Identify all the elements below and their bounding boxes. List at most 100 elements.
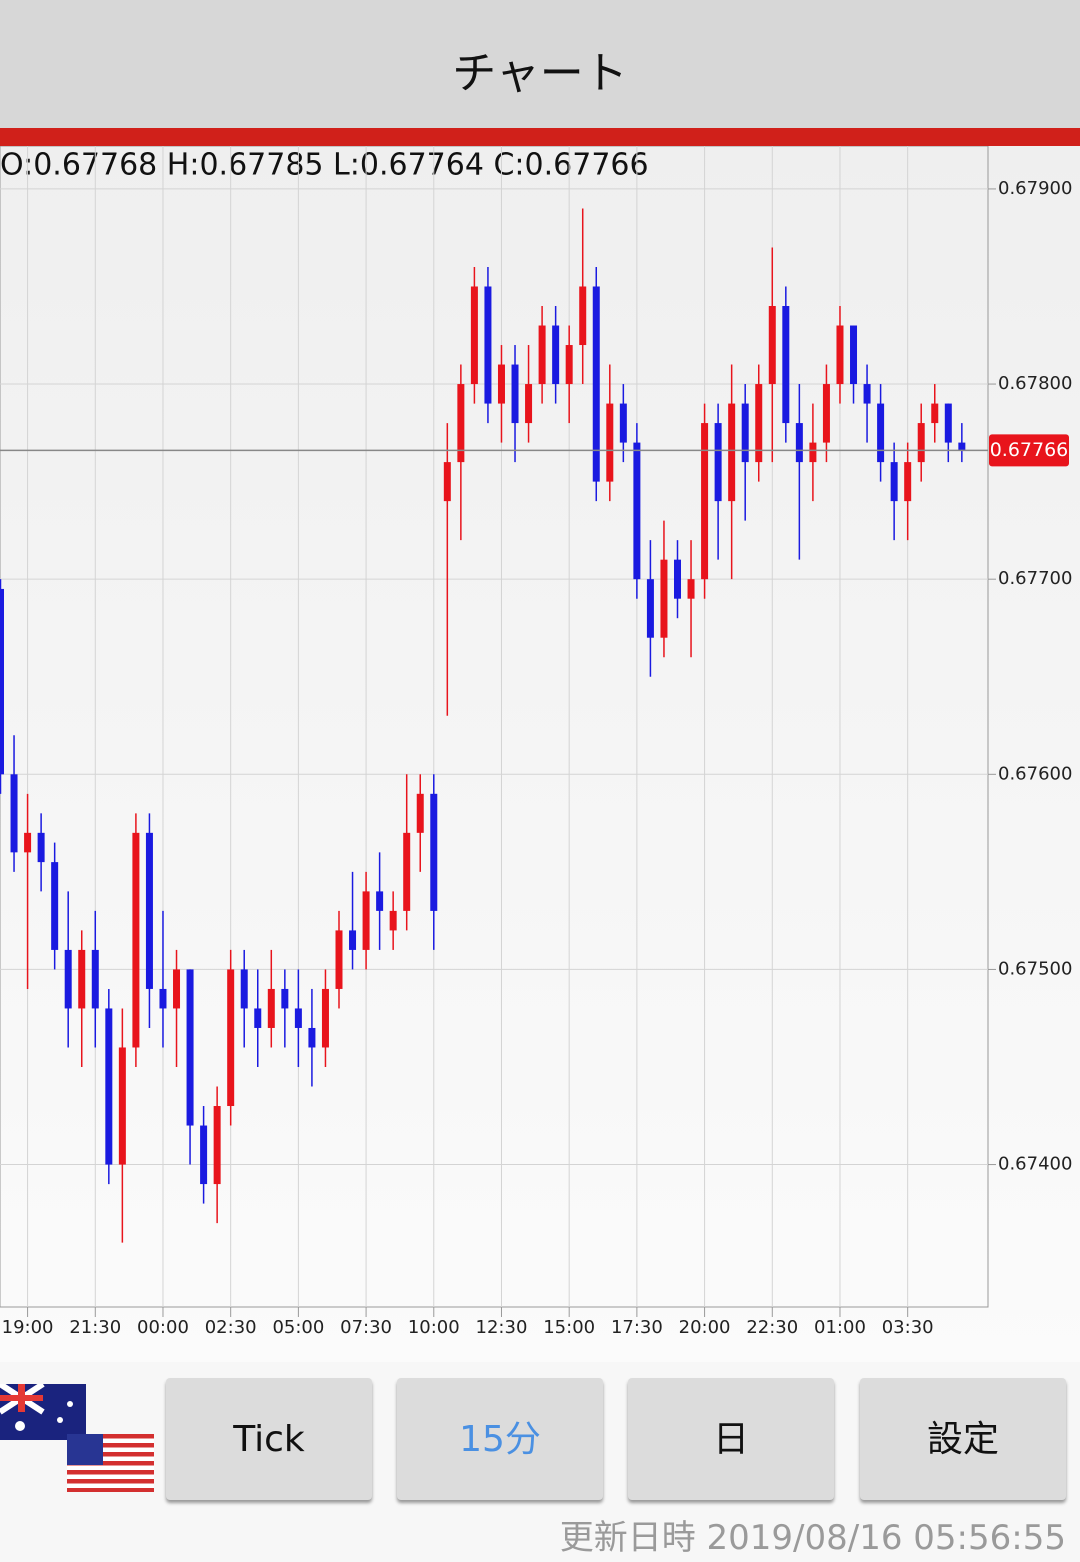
x-tick-label: 03:30 (882, 1317, 934, 1338)
flag-us-stripe (67, 1434, 154, 1439)
candle-body (795, 423, 803, 463)
candle-body (200, 1125, 208, 1185)
candle-body (227, 969, 235, 1107)
candle-body (687, 579, 695, 599)
x-tick-label: 21:30 (69, 1317, 121, 1338)
x-tick-label: 00:00 (137, 1317, 189, 1338)
x-tick-label: 01:00 (814, 1317, 866, 1338)
x-tick-label: 19:00 (2, 1317, 54, 1338)
candle-body (416, 793, 424, 833)
candle-body (159, 988, 167, 1009)
x-tick-label: 05:00 (272, 1317, 324, 1338)
flag-us-stripe (67, 1443, 154, 1448)
candle-body (809, 442, 817, 463)
candle-body (538, 325, 546, 385)
flag-au-star (57, 1417, 63, 1423)
currency-flags[interactable] (0, 1384, 160, 1496)
flag-us-stripe (67, 1479, 154, 1484)
header-title: チャート (0, 0, 1080, 128)
candle-body (660, 559, 668, 638)
candle-body (294, 1008, 302, 1028)
candle-body (768, 306, 776, 385)
candle-body (443, 462, 451, 502)
candle-body (105, 1008, 113, 1165)
candle-body (321, 988, 329, 1048)
candle-body (37, 832, 45, 863)
flag-au-cross (0, 1395, 43, 1401)
candle-body (145, 832, 153, 989)
candle-body (525, 384, 533, 424)
candle-body (0, 588, 4, 775)
day-button[interactable]: 日 (628, 1378, 834, 1500)
candle-body (376, 891, 384, 911)
candle-body (714, 423, 722, 502)
candle-body (917, 423, 925, 463)
flag-us-stripe (67, 1488, 154, 1492)
flag-us (67, 1434, 154, 1492)
candle-body (904, 462, 912, 502)
candle-body (633, 442, 641, 580)
candle-body (254, 1008, 262, 1028)
flag-us-stripe (67, 1470, 154, 1475)
flag-us-stripe (67, 1461, 154, 1466)
y-tick-label: 0.67600 (998, 763, 1072, 784)
candle-body (362, 891, 370, 950)
interval-button[interactable]: 15分 (397, 1378, 603, 1500)
y-tick-label: 0.67700 (998, 568, 1072, 589)
ohlc-label: O:0.67768 H:0.67785 L:0.67764 C:0.67766 (0, 148, 649, 183)
candle-body (132, 832, 140, 1048)
candle-body (335, 930, 343, 989)
candle-body (78, 949, 86, 1009)
y-tick-label: 0.67400 (998, 1154, 1072, 1175)
header-bar (0, 128, 1080, 146)
candle-body (701, 423, 709, 580)
candle-body (430, 793, 438, 911)
candle-body (822, 384, 830, 443)
candle-body (389, 910, 397, 931)
candle-body (403, 832, 411, 911)
candle-body (890, 462, 898, 502)
plot-frame (0, 145, 989, 1308)
candle-body (552, 325, 560, 385)
candle-body (836, 325, 844, 385)
candle-body (592, 286, 600, 482)
last-price-tag (989, 434, 1069, 467)
chart: O:0.67768 H:0.67785 L:0.67764 C:0.67766 … (0, 145, 1080, 1362)
x-tick-label: 10:00 (408, 1317, 460, 1338)
candle-body (565, 345, 573, 385)
flag-us-canton (67, 1434, 103, 1465)
candle-body (497, 364, 505, 404)
candle-body (674, 559, 681, 599)
flag-au-star (15, 1421, 25, 1431)
candle-body (741, 403, 749, 463)
settings-button[interactable]: 設定 (860, 1378, 1066, 1500)
candle-body (646, 579, 654, 638)
flag-us-stripe (67, 1452, 154, 1457)
candle-body (782, 306, 790, 424)
candle-body (240, 969, 248, 1009)
candle-body (267, 988, 275, 1028)
candle-body (863, 384, 871, 404)
x-tick-label: 17:30 (611, 1317, 663, 1338)
candle-body (470, 286, 478, 385)
candle-body (606, 403, 614, 482)
candle-body (579, 286, 587, 346)
x-tick-label: 22:30 (746, 1317, 798, 1338)
candle-body (118, 1047, 126, 1165)
candle-body (24, 832, 32, 853)
candle-body (850, 325, 858, 385)
tick-button[interactable]: Tick (166, 1378, 372, 1500)
x-tick-label: 02:30 (205, 1317, 257, 1338)
candle-body (173, 969, 181, 1009)
candle-body (619, 403, 627, 443)
candle-body (457, 384, 465, 463)
y-tick-label: 0.67800 (998, 373, 1072, 394)
candle-body (931, 403, 939, 424)
x-tick-label: 20:00 (679, 1317, 731, 1338)
candle-body (944, 403, 952, 443)
candle-body (958, 442, 966, 451)
flag-au-star (67, 1401, 73, 1407)
updated-time: 更新日時 2019/08/16 05:56:55 (559, 1518, 1066, 1558)
last-price-label: 0.67766 (990, 439, 1069, 461)
